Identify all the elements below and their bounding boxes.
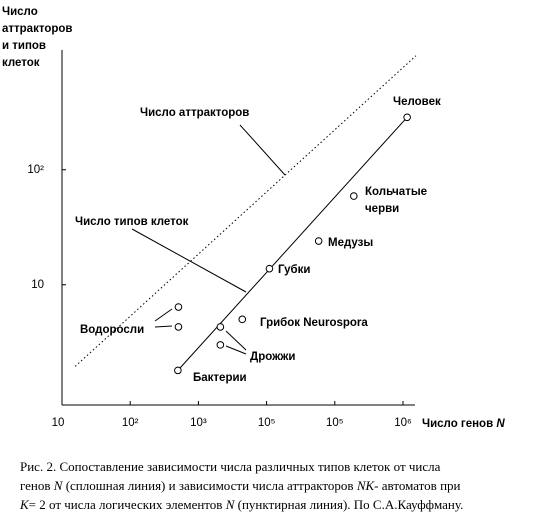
leader-line: [154, 325, 173, 328]
point: [350, 192, 358, 200]
point: [216, 323, 225, 331]
caption-run: NK: [356, 478, 376, 493]
caption-run: - автоматов при: [374, 478, 460, 493]
caption-run: = 2 от числа логических элементов: [29, 497, 226, 512]
y-axis-title: аттракторов: [2, 23, 72, 35]
point: [238, 315, 247, 324]
point-label: Дрожжи: [250, 351, 295, 363]
point-label: Грибок Neurospora: [260, 317, 368, 329]
annotation: Число аттракторов: [140, 107, 249, 119]
x-tick-label: 10⁶: [394, 417, 412, 429]
point-label: Водоросли: [80, 324, 144, 336]
y-axis-title: клеток: [2, 57, 40, 69]
solid-line: [177, 116, 408, 371]
leader-line: [154, 308, 173, 322]
point: [174, 303, 183, 311]
annotation-leader: [239, 124, 286, 176]
y-tick-label: 10²: [27, 164, 44, 176]
y-axis-title: и типов: [2, 40, 46, 52]
caption-run: Рис. 2. Сопоставление зависимости числа …: [20, 459, 441, 474]
point: [174, 323, 183, 331]
caption-line: генов N (сплошная линия) и зависимости ч…: [20, 478, 461, 493]
point: [265, 264, 274, 273]
x-axis-title: Число генов N: [422, 418, 505, 430]
caption-line: Рис. 2. Сопоставление зависимости числа …: [20, 459, 441, 474]
point-label: черви: [365, 203, 399, 215]
point: [314, 237, 323, 245]
x-tick-label: 10²: [122, 417, 139, 429]
x-tick-label: 10: [52, 417, 65, 429]
point: [216, 341, 225, 349]
point: [174, 366, 182, 375]
x-axis-title-part: N: [496, 418, 505, 430]
annotation-leader: [131, 228, 247, 293]
caption-run: (сплошная линия) и зависимости числа атт…: [62, 478, 356, 493]
point-label: Человек: [393, 96, 441, 108]
x-axis-title-part: Число генов: [422, 418, 496, 430]
point-label: Бактерии: [193, 372, 247, 384]
leader-line: [225, 345, 247, 355]
x-tick-label: 10⁵: [258, 417, 276, 429]
point-label: Медузы: [328, 237, 373, 249]
caption-run: K: [19, 497, 30, 512]
x-tick-label: 10⁵: [326, 417, 344, 429]
caption-run: N: [53, 478, 64, 493]
x-tick-label: 10³: [190, 417, 207, 429]
dotted-line: [74, 55, 417, 367]
caption-run: (пунктирная линия). По С.А.Кауффману.: [234, 497, 463, 512]
point-label: Губки: [278, 264, 310, 276]
y-axis-title: Число: [2, 6, 38, 18]
annotation: Число типов клеток: [75, 216, 189, 228]
y-tick-label: 10: [31, 279, 44, 291]
caption-run: генов: [20, 478, 54, 493]
caption-line: K= 2 от числа логических элементов N (пу…: [19, 497, 463, 512]
caption-run: N: [225, 497, 236, 512]
point-label: Кольчатые: [365, 186, 427, 198]
leader-line: [225, 330, 247, 351]
point: [403, 113, 411, 122]
